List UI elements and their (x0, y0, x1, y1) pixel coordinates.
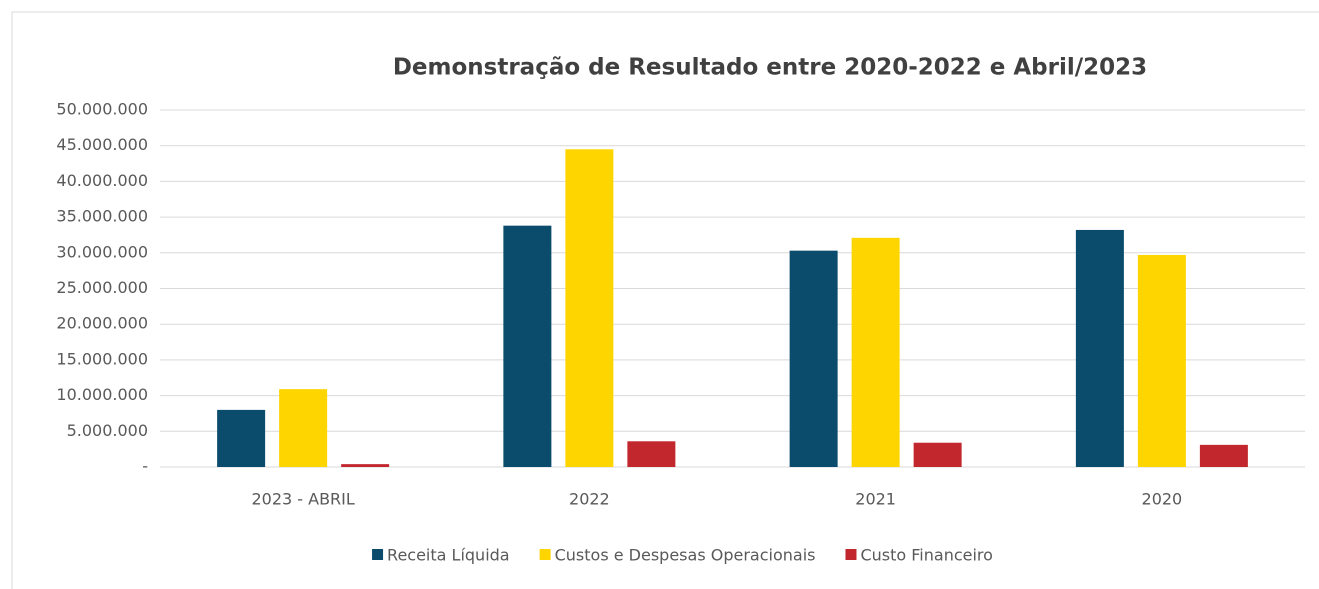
x-tick-label: 2021 (855, 490, 896, 509)
y-tick-label: 20.000.000 (56, 314, 148, 333)
bar (1137, 254, 1186, 467)
y-tick-label: 25.000.000 (56, 278, 148, 297)
bar (279, 389, 328, 467)
legend-swatch (539, 549, 551, 560)
legend-swatch (845, 549, 857, 560)
bar (627, 441, 676, 467)
bar (503, 225, 552, 467)
y-tick-label: 50.000.000 (56, 100, 148, 119)
y-tick-label: 40.000.000 (56, 171, 148, 190)
x-tick-label: 2020 (1142, 490, 1183, 509)
y-tick-label: - (142, 457, 148, 476)
bar (341, 464, 390, 467)
legend-swatch (372, 549, 384, 560)
bar (851, 237, 900, 467)
bar (1075, 229, 1124, 467)
y-tick-label: 45.000.000 (56, 135, 148, 154)
legend-label: Custo Financeiro (860, 546, 992, 565)
x-tick-label: 2023 - ABRIL (251, 490, 354, 509)
legend-label: Custos e Despesas Operacionais (555, 546, 816, 565)
chart-title: Demonstração de Resultado entre 2020-202… (393, 55, 1147, 81)
x-tick-label: 2022 (569, 490, 610, 509)
y-tick-label: 15.000.000 (56, 349, 148, 368)
y-tick-label: 5.000.000 (67, 421, 148, 440)
bar (217, 409, 266, 467)
bar (789, 250, 838, 467)
legend-label: Receita Líquida (387, 546, 510, 565)
y-tick-label: 10.000.000 (56, 385, 148, 404)
y-tick-label: 35.000.000 (56, 207, 148, 226)
y-tick-label: 30.000.000 (56, 242, 148, 261)
chart-frame (11, 11, 1319, 589)
bar (913, 442, 962, 467)
bar (565, 149, 614, 467)
bar (1199, 444, 1248, 467)
